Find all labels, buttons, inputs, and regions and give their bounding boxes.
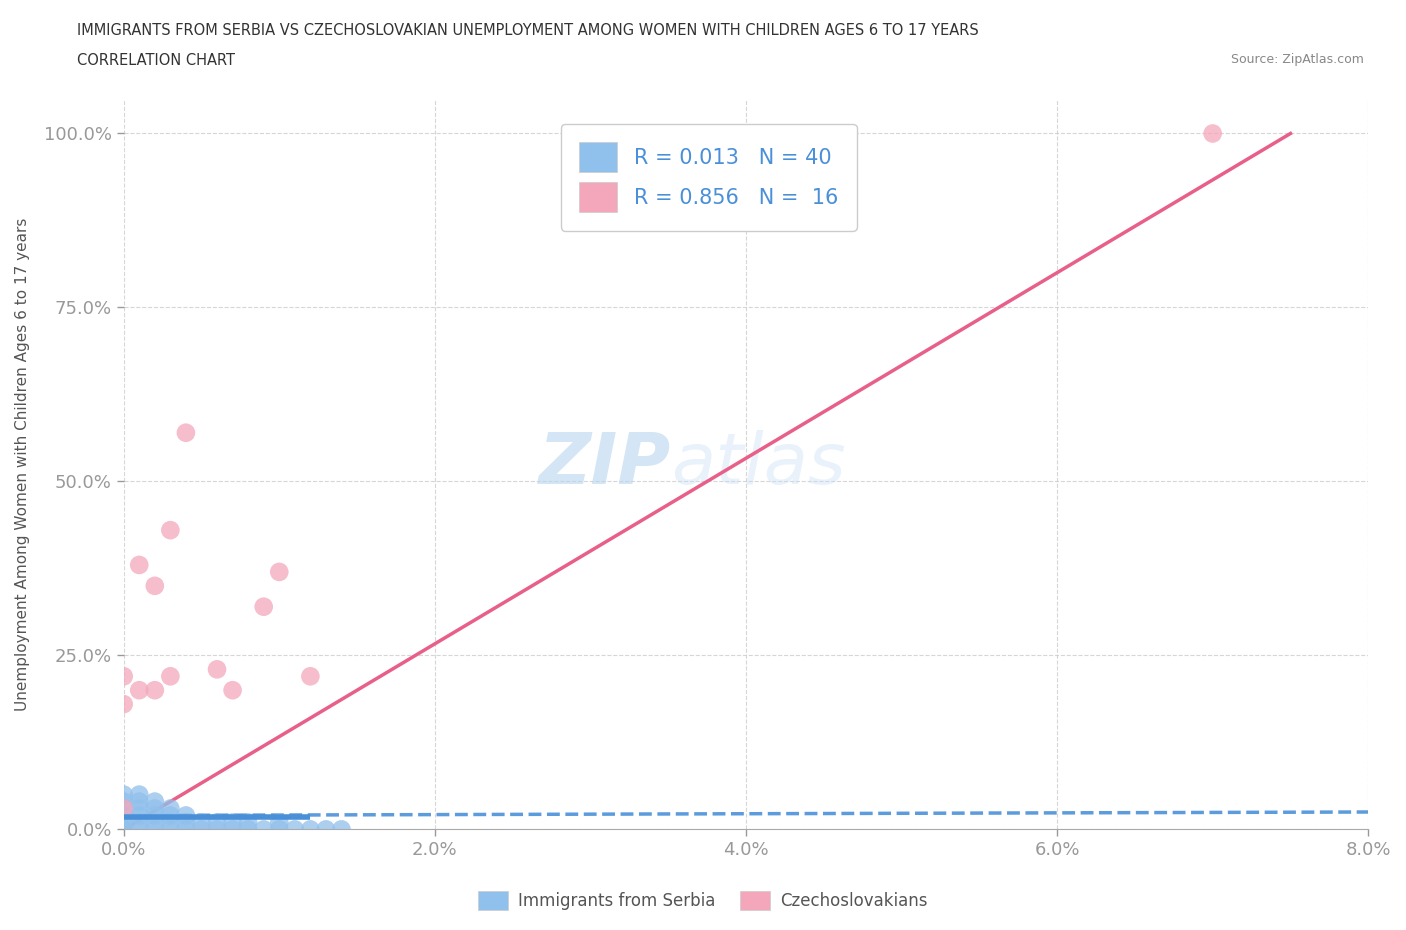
Point: [112, 808, 135, 823]
Point: [269, 565, 291, 579]
Point: [159, 815, 181, 830]
Point: [112, 787, 135, 802]
Point: [128, 815, 150, 830]
Y-axis label: Unemployment Among Women with Children Ages 6 to 17 years: Unemployment Among Women with Children A…: [15, 218, 30, 711]
Point: [112, 822, 135, 837]
Text: ZIP: ZIP: [538, 430, 671, 498]
Point: [221, 822, 243, 837]
Legend: Immigrants from Serbia, Czechoslovakians: Immigrants from Serbia, Czechoslovakians: [471, 884, 935, 917]
Point: [284, 822, 307, 837]
Point: [128, 557, 150, 572]
Point: [174, 815, 197, 830]
Point: [128, 787, 150, 802]
Point: [159, 669, 181, 684]
Point: [236, 822, 259, 837]
Point: [205, 662, 228, 677]
Point: [159, 822, 181, 837]
Point: [143, 815, 166, 830]
Point: [112, 822, 135, 837]
Point: [112, 801, 135, 816]
Point: [205, 822, 228, 837]
Point: [128, 794, 150, 809]
Point: [299, 669, 322, 684]
Point: [112, 697, 135, 711]
Point: [143, 794, 166, 809]
Point: [205, 815, 228, 830]
Text: IMMIGRANTS FROM SERBIA VS CZECHOSLOVAKIAN UNEMPLOYMENT AMONG WOMEN WITH CHILDREN: IMMIGRANTS FROM SERBIA VS CZECHOSLOVAKIA…: [77, 23, 979, 38]
Point: [128, 683, 150, 698]
Point: [253, 822, 276, 837]
Text: atlas: atlas: [671, 430, 846, 498]
Point: [128, 801, 150, 816]
Point: [112, 801, 135, 816]
Point: [143, 578, 166, 593]
Point: [143, 683, 166, 698]
Point: [236, 815, 259, 830]
Text: CORRELATION CHART: CORRELATION CHART: [77, 53, 235, 68]
Text: Source: ZipAtlas.com: Source: ZipAtlas.com: [1230, 53, 1364, 66]
Point: [174, 822, 197, 837]
Point: [190, 815, 212, 830]
Legend: R = 0.013   N = 40, R = 0.856   N =  16: R = 0.013 N = 40, R = 0.856 N = 16: [561, 124, 856, 231]
Point: [330, 822, 353, 837]
Point: [159, 801, 181, 816]
Point: [159, 808, 181, 823]
Point: [174, 425, 197, 440]
Point: [269, 822, 291, 837]
Point: [159, 523, 181, 538]
Point: [112, 794, 135, 809]
Point: [299, 822, 322, 837]
Point: [143, 808, 166, 823]
Point: [221, 815, 243, 830]
Point: [1202, 126, 1225, 141]
Point: [190, 822, 212, 837]
Point: [143, 822, 166, 837]
Point: [221, 683, 243, 698]
Point: [269, 815, 291, 830]
Point: [143, 801, 166, 816]
Point: [112, 815, 135, 830]
Point: [253, 599, 276, 614]
Point: [112, 669, 135, 684]
Point: [315, 822, 337, 837]
Point: [174, 808, 197, 823]
Point: [128, 808, 150, 823]
Point: [128, 822, 150, 837]
